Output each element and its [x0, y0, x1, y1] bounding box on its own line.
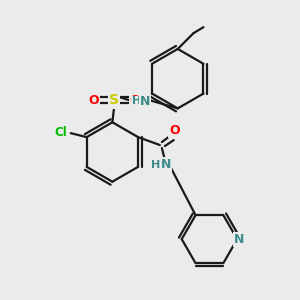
Text: H: H [151, 160, 160, 170]
Text: O: O [130, 94, 140, 107]
Text: H: H [131, 97, 141, 106]
Text: N: N [160, 158, 171, 171]
Text: O: O [169, 124, 180, 137]
Text: N: N [140, 95, 150, 108]
Text: O: O [88, 94, 99, 107]
Text: Cl: Cl [55, 126, 67, 139]
Text: N: N [234, 233, 244, 246]
Text: S: S [109, 94, 119, 107]
